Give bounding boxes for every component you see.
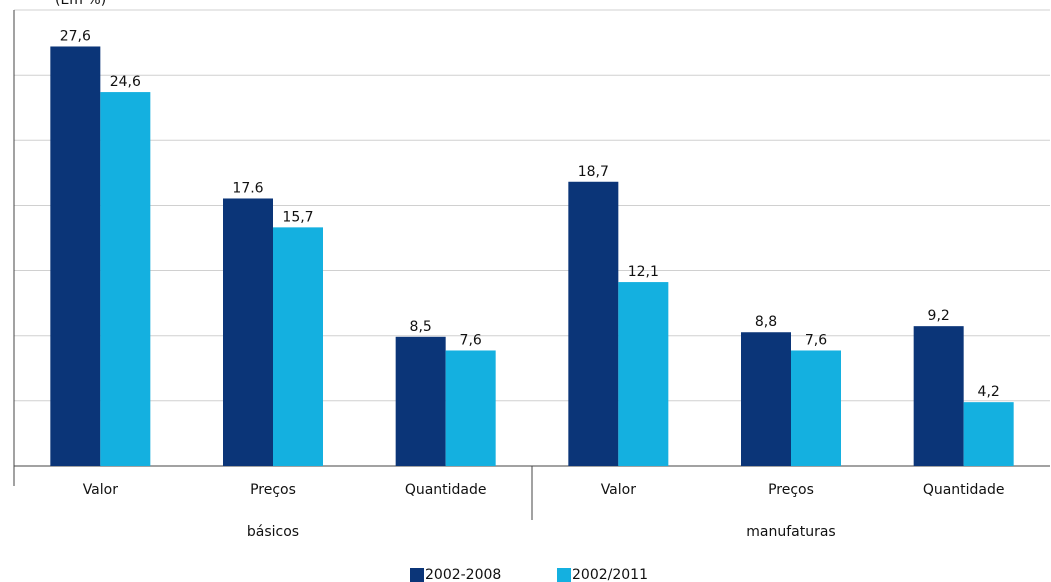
value-label: 24,6 [110,74,141,90]
bar [50,46,101,466]
value-label: 7,6 [805,332,827,348]
x-tick-label: Valor [83,482,119,498]
x-tick-label: Valor [601,482,637,498]
legend-swatch [557,568,571,582]
bar [568,181,619,466]
x-tick-label: Quantidade [923,482,1005,498]
bar [741,332,791,466]
bar [445,350,496,466]
value-label: 8,5 [410,319,432,335]
bar [395,336,446,466]
group-label: manufaturas [746,524,835,540]
bar [223,198,273,467]
bar [618,282,669,466]
chart-subtitle: (Em %) [55,0,106,8]
value-label: 17.6 [232,180,263,196]
bar [963,402,1014,466]
value-label: 8,8 [755,314,777,330]
group-label: básicos [247,524,299,540]
value-label: 4,2 [978,384,1000,400]
legend-swatch [410,568,424,582]
legend-label: 2002/2011 [572,567,648,582]
x-tick-label: Preços [250,482,296,498]
value-label: 27,6 [60,28,91,44]
value-label: 7,6 [460,332,482,348]
bar [913,326,964,466]
value-label: 12,1 [628,264,659,280]
x-tick-label: Quantidade [405,482,487,498]
x-tick-label: Preços [768,482,814,498]
bar [100,92,151,466]
value-label: 18,7 [578,164,609,180]
value-label: 15,7 [282,209,313,225]
bar [273,227,323,466]
value-label: 9,2 [928,308,950,324]
bar [791,350,841,466]
legend-label: 2002-2008 [425,567,501,582]
